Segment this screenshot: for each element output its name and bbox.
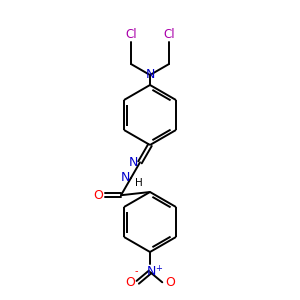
Text: O: O — [125, 276, 135, 289]
Text: N: N — [146, 265, 156, 278]
Text: N: N — [121, 171, 130, 184]
Text: O: O — [165, 276, 175, 289]
Text: Cl: Cl — [163, 28, 175, 41]
Text: Cl: Cl — [125, 28, 137, 41]
Text: N: N — [129, 156, 138, 169]
Text: O: O — [93, 189, 103, 202]
Text: N: N — [145, 68, 155, 82]
Text: H: H — [135, 178, 143, 188]
Text: +: + — [155, 264, 162, 273]
Text: -: - — [135, 266, 139, 276]
